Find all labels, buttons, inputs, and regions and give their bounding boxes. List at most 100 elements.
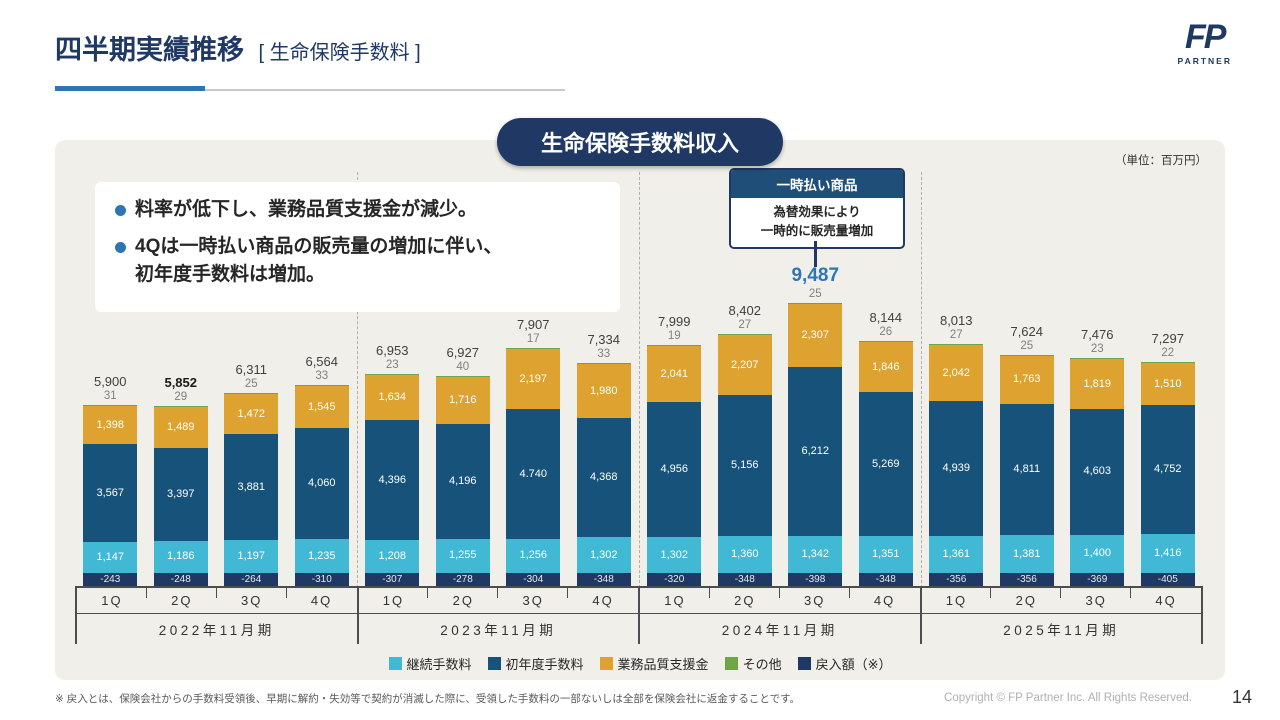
other-value-label: 25	[808, 287, 822, 300]
segment-other	[1070, 358, 1125, 360]
bar-total-label: 9,487	[791, 264, 840, 286]
segment-continuing: 1,351	[858, 536, 913, 573]
bar-total-label: 6,311	[235, 362, 268, 378]
segment-other	[576, 363, 631, 365]
quarter-label: 3Q	[1061, 588, 1132, 613]
other-value-label: 33	[315, 370, 329, 383]
callout-body-line2: 一時的に販売量増加	[760, 224, 874, 239]
segment-reversal: -356	[999, 573, 1054, 586]
segment-continuing: 1,302	[647, 537, 702, 573]
bar-column: 9,487 25 2,307 6,212 1,342 -398	[780, 228, 851, 586]
other-value-label: 27	[949, 329, 963, 342]
bar-column: 8,402 27 2,207 5,156 1,360 -348	[710, 228, 781, 586]
chart-panel: 生命保険手数料収入 （単位：百万円） 料率が低下し、業務品質支援金が減少。 4Q…	[55, 118, 1225, 680]
quarter-label: 3Q	[498, 588, 569, 613]
axis-rows: 1Q 2Q 3Q 4Q 2022年11月期 1Q 2Q 3Q 4Q 2023年11月期 1Q 2Q 3Q…	[75, 588, 1203, 644]
quarter-label: 1Q	[922, 588, 992, 613]
bar-column: 7,476 23 1,819 4,603 1,400 -369	[1062, 228, 1133, 586]
bar-column: 6,953 23 1,634 4,396 1,208 -307	[357, 228, 428, 586]
segment-reversal: -356	[929, 573, 984, 586]
quarter-label: 3Q	[780, 588, 850, 613]
stacked-bar: 1,763 4,811 1,381 -356	[999, 354, 1054, 586]
segment-first-year: 5,269	[858, 392, 913, 537]
segment-quality-support: 1,472	[224, 394, 279, 435]
segment-continuing: 1,342	[788, 536, 843, 573]
bars-area: 5,900 31 1,398 3,567 1,147 -243 5,852 29 1,489 3,…	[75, 228, 1203, 588]
segment-quality-support: 1,489	[153, 407, 208, 448]
segment-continuing: 1,400	[1070, 534, 1125, 573]
segment-reversal: -307	[365, 573, 420, 586]
bullet-icon	[115, 205, 126, 216]
segment-other	[506, 348, 561, 350]
segment-quality-support: 2,042	[929, 345, 984, 402]
stacked-bar: 2,307 6,212 1,342 -398	[788, 302, 843, 586]
segment-quality-support: 1,819	[1070, 359, 1125, 410]
segment-reversal: -278	[435, 573, 490, 586]
fp-partner-logo-mark: FP	[1185, 18, 1226, 56]
year-separator	[357, 172, 358, 588]
bar-total-label: 7,297	[1151, 331, 1185, 347]
segment-other	[647, 345, 702, 347]
segment-reversal: -348	[576, 573, 631, 586]
other-value-label: 23	[1090, 343, 1104, 356]
quarter-label: 2Q	[991, 588, 1062, 613]
callout-title: 一時払い商品	[731, 170, 903, 198]
segment-first-year: 5,156	[717, 395, 772, 536]
segment-continuing: 1,147	[83, 541, 138, 573]
segment-quality-support: 1,398	[83, 406, 138, 445]
legend-swatch-quality-support	[599, 657, 613, 670]
page-title-main: 四半期実績推移	[55, 35, 244, 65]
segment-other	[788, 302, 843, 304]
segment-reversal: -369	[1070, 573, 1125, 586]
other-value-label: 29	[174, 391, 188, 404]
segment-other	[929, 344, 984, 346]
axis-group: 1Q 2Q 3Q 4Q 2023年11月期	[356, 588, 638, 644]
note-bullet-2-line1: 4Qは一時払い商品の販売量の増加に伴い、	[135, 235, 503, 257]
page-title: 四半期実績推移 [ 生命保険手数料 ]	[55, 28, 421, 67]
legend-label-reversal: 戻入額（※）	[815, 657, 892, 672]
segment-other	[294, 385, 349, 387]
callout-body: 為替効果により 一時的に販売量増加	[731, 198, 903, 247]
fiscal-year-label: 2025年11月期	[1003, 623, 1120, 638]
quarter-label: 3Q	[217, 588, 287, 613]
year-separator	[639, 172, 640, 588]
stacked-bar: 1,472 3,881 1,197 -264	[224, 393, 279, 586]
legend-swatch-reversal	[797, 657, 811, 670]
quarter-label: 2Q	[147, 588, 217, 613]
page-number: 14	[1231, 687, 1252, 707]
segment-continuing: 1,208	[365, 540, 420, 573]
legend-item-first-year: 初年度手数料	[487, 654, 584, 673]
axis-group: 1Q 2Q 3Q 4Q 2024年11月期	[638, 588, 920, 644]
bar-total-label: 7,999	[657, 314, 691, 330]
segment-continuing: 1,381	[999, 535, 1054, 573]
bar-column: 7,334 33 1,980 4,368 1,302 -348	[569, 228, 640, 586]
stacked-bar: 1,489 3,397 1,186 -248	[153, 406, 208, 586]
segment-continuing: 1,361	[929, 535, 984, 573]
segment-first-year: 4,603	[1070, 409, 1125, 535]
bar-total-label: 6,953	[375, 343, 409, 359]
other-value-label: 23	[385, 359, 399, 372]
bar-column: 5,852 29 1,489 3,397 1,186 -248	[146, 228, 217, 586]
stacked-bar: 2,041 4,956 1,302 -320	[647, 345, 702, 586]
segment-continuing: 1,302	[576, 537, 631, 573]
bar-total-label: 8,402	[728, 302, 762, 318]
title-underline-accent	[55, 86, 205, 91]
bar-total-label: 7,624	[1010, 323, 1044, 339]
quarter-label: 2Q	[428, 588, 499, 613]
legend-item-other: その他	[724, 654, 782, 673]
segment-first-year: 4,939	[929, 401, 984, 536]
other-value-label: 17	[526, 333, 540, 346]
bar-total-label: 5,900	[93, 374, 127, 390]
segment-quality-support: 1,980	[576, 364, 631, 419]
stacked-bar: 2,042 4,939 1,361 -356	[929, 344, 984, 586]
legend: 継続手数料 初年度手数料 業務品質支援金 その他 戻入額（※）	[55, 654, 1225, 673]
segment-quality-support: 1,846	[858, 341, 913, 393]
bar-column: 7,624 25 1,763 4,811 1,381 -356	[992, 228, 1063, 586]
segment-other	[858, 340, 913, 342]
segment-reversal: -348	[717, 573, 772, 586]
legend-label-quality-support: 業務品質支援金	[617, 657, 709, 672]
segment-reversal: -348	[858, 573, 913, 586]
footnote: ※ 戻入とは、保険会社からの手数料受領後、早期に解約・失効等で契約が消滅した際に…	[55, 693, 801, 705]
note-bullet-2-line2: 初年度手数料は増加。	[135, 264, 326, 285]
